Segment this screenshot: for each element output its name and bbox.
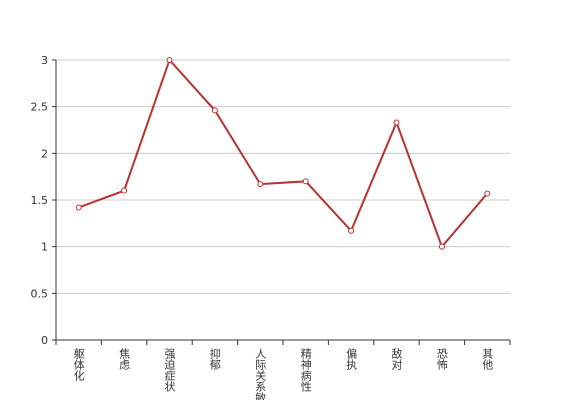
y-tick-label: 0: [41, 334, 48, 347]
x-tick-label: 偏执: [345, 347, 358, 371]
x-tick-label: 其他: [481, 348, 494, 370]
line: [78, 58, 489, 249]
x-tick-label: 人际关系敏感: [254, 348, 267, 400]
y-tick-label: 1: [41, 241, 48, 254]
y-tick-label: 0.5: [31, 287, 49, 300]
y-tick-label: 3: [41, 54, 48, 67]
point: [121, 187, 128, 194]
point: [211, 107, 218, 114]
point: [393, 119, 400, 126]
y-tick-label: 1.5: [31, 194, 49, 207]
point: [302, 178, 309, 185]
point: [257, 181, 264, 188]
x-tick-label: 恐怖: [435, 348, 448, 370]
point: [348, 227, 355, 234]
point: [438, 243, 445, 250]
x-tick-label: 精神病性: [299, 348, 312, 393]
x-tick-label: 强迫症状: [163, 348, 176, 392]
x-tick-label: 抑郁: [208, 347, 221, 370]
y-tick-label: 2.5: [31, 101, 49, 114]
point: [75, 204, 82, 211]
point: [166, 57, 173, 63]
point: [484, 190, 491, 197]
x-tick-label: 敌对: [390, 347, 403, 370]
y-tick-label: 2: [41, 147, 48, 160]
x-tick-label: 躯体化: [72, 348, 85, 382]
x-tick-label: 焦虑: [118, 348, 131, 370]
